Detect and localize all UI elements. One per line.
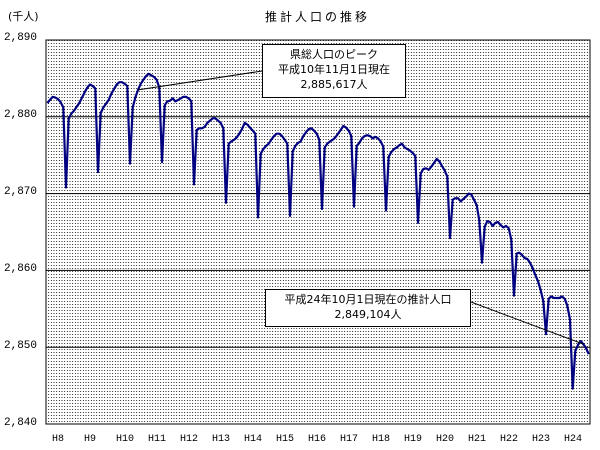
x-tick-label: H14 (244, 434, 262, 445)
plot-frame (45, 39, 591, 425)
peak-leader-line (137, 70, 263, 91)
y-tick-label: 2,860 (4, 263, 38, 275)
y-tick-label: 2,850 (4, 340, 38, 352)
current-annotation-line: 2,849,104人 (334, 308, 402, 321)
grid (45, 39, 591, 425)
x-tick-label: H9 (84, 434, 96, 445)
peak-annotation: 県総人口のピーク 平成10年11月1日現在 2,885,617人 (262, 44, 406, 98)
y-axis-unit: (千人) (8, 10, 39, 23)
y-tick-label: 2,890 (4, 32, 38, 44)
x-tick-label: H8 (52, 434, 64, 445)
current-annotation-line: 平成24年10月1日現在の推計人口 (284, 293, 452, 306)
x-tick-label: H17 (340, 434, 358, 445)
peak-annotation-line: 平成10年11月1日現在 (278, 63, 390, 76)
annotation-leaders (137, 70, 584, 345)
y-tick-label: 2,870 (4, 186, 38, 198)
x-tick-labels: H8 H9 H10 H11 H12 H13 H14 H15 H16 H17 H18 H19 H20 H21… (52, 434, 582, 445)
y-tick-label: 2,880 (4, 109, 38, 121)
x-tick-label: H10 (116, 434, 134, 445)
x-tick-label: H22 (500, 434, 518, 445)
x-tick-label: H23 (532, 434, 550, 445)
population-series-line (46, 72, 590, 390)
peak-annotation-line: 県総人口のピーク (290, 48, 378, 61)
x-tick-label: H19 (404, 434, 422, 445)
x-tick-label: H15 (276, 434, 294, 445)
peak-annotation-line: 2,885,617人 (300, 78, 368, 91)
series (46, 72, 590, 390)
chart-title: 推計人口の推移 (265, 10, 371, 24)
y-tick-label: 2,840 (4, 417, 38, 429)
current-leader-line (470, 301, 584, 345)
x-tick-label: H21 (468, 434, 486, 445)
x-tick-label: H24 (564, 434, 582, 445)
x-tick-label: H20 (436, 434, 454, 445)
x-tick-label: H11 (148, 434, 166, 445)
x-tick-label: H18 (372, 434, 390, 445)
current-annotation: 平成24年10月1日現在の推計人口 2,849,104人 (265, 289, 471, 327)
x-tick-label: H13 (212, 434, 230, 445)
x-tick-label: H16 (308, 434, 326, 445)
x-tick-label: H12 (180, 434, 198, 445)
